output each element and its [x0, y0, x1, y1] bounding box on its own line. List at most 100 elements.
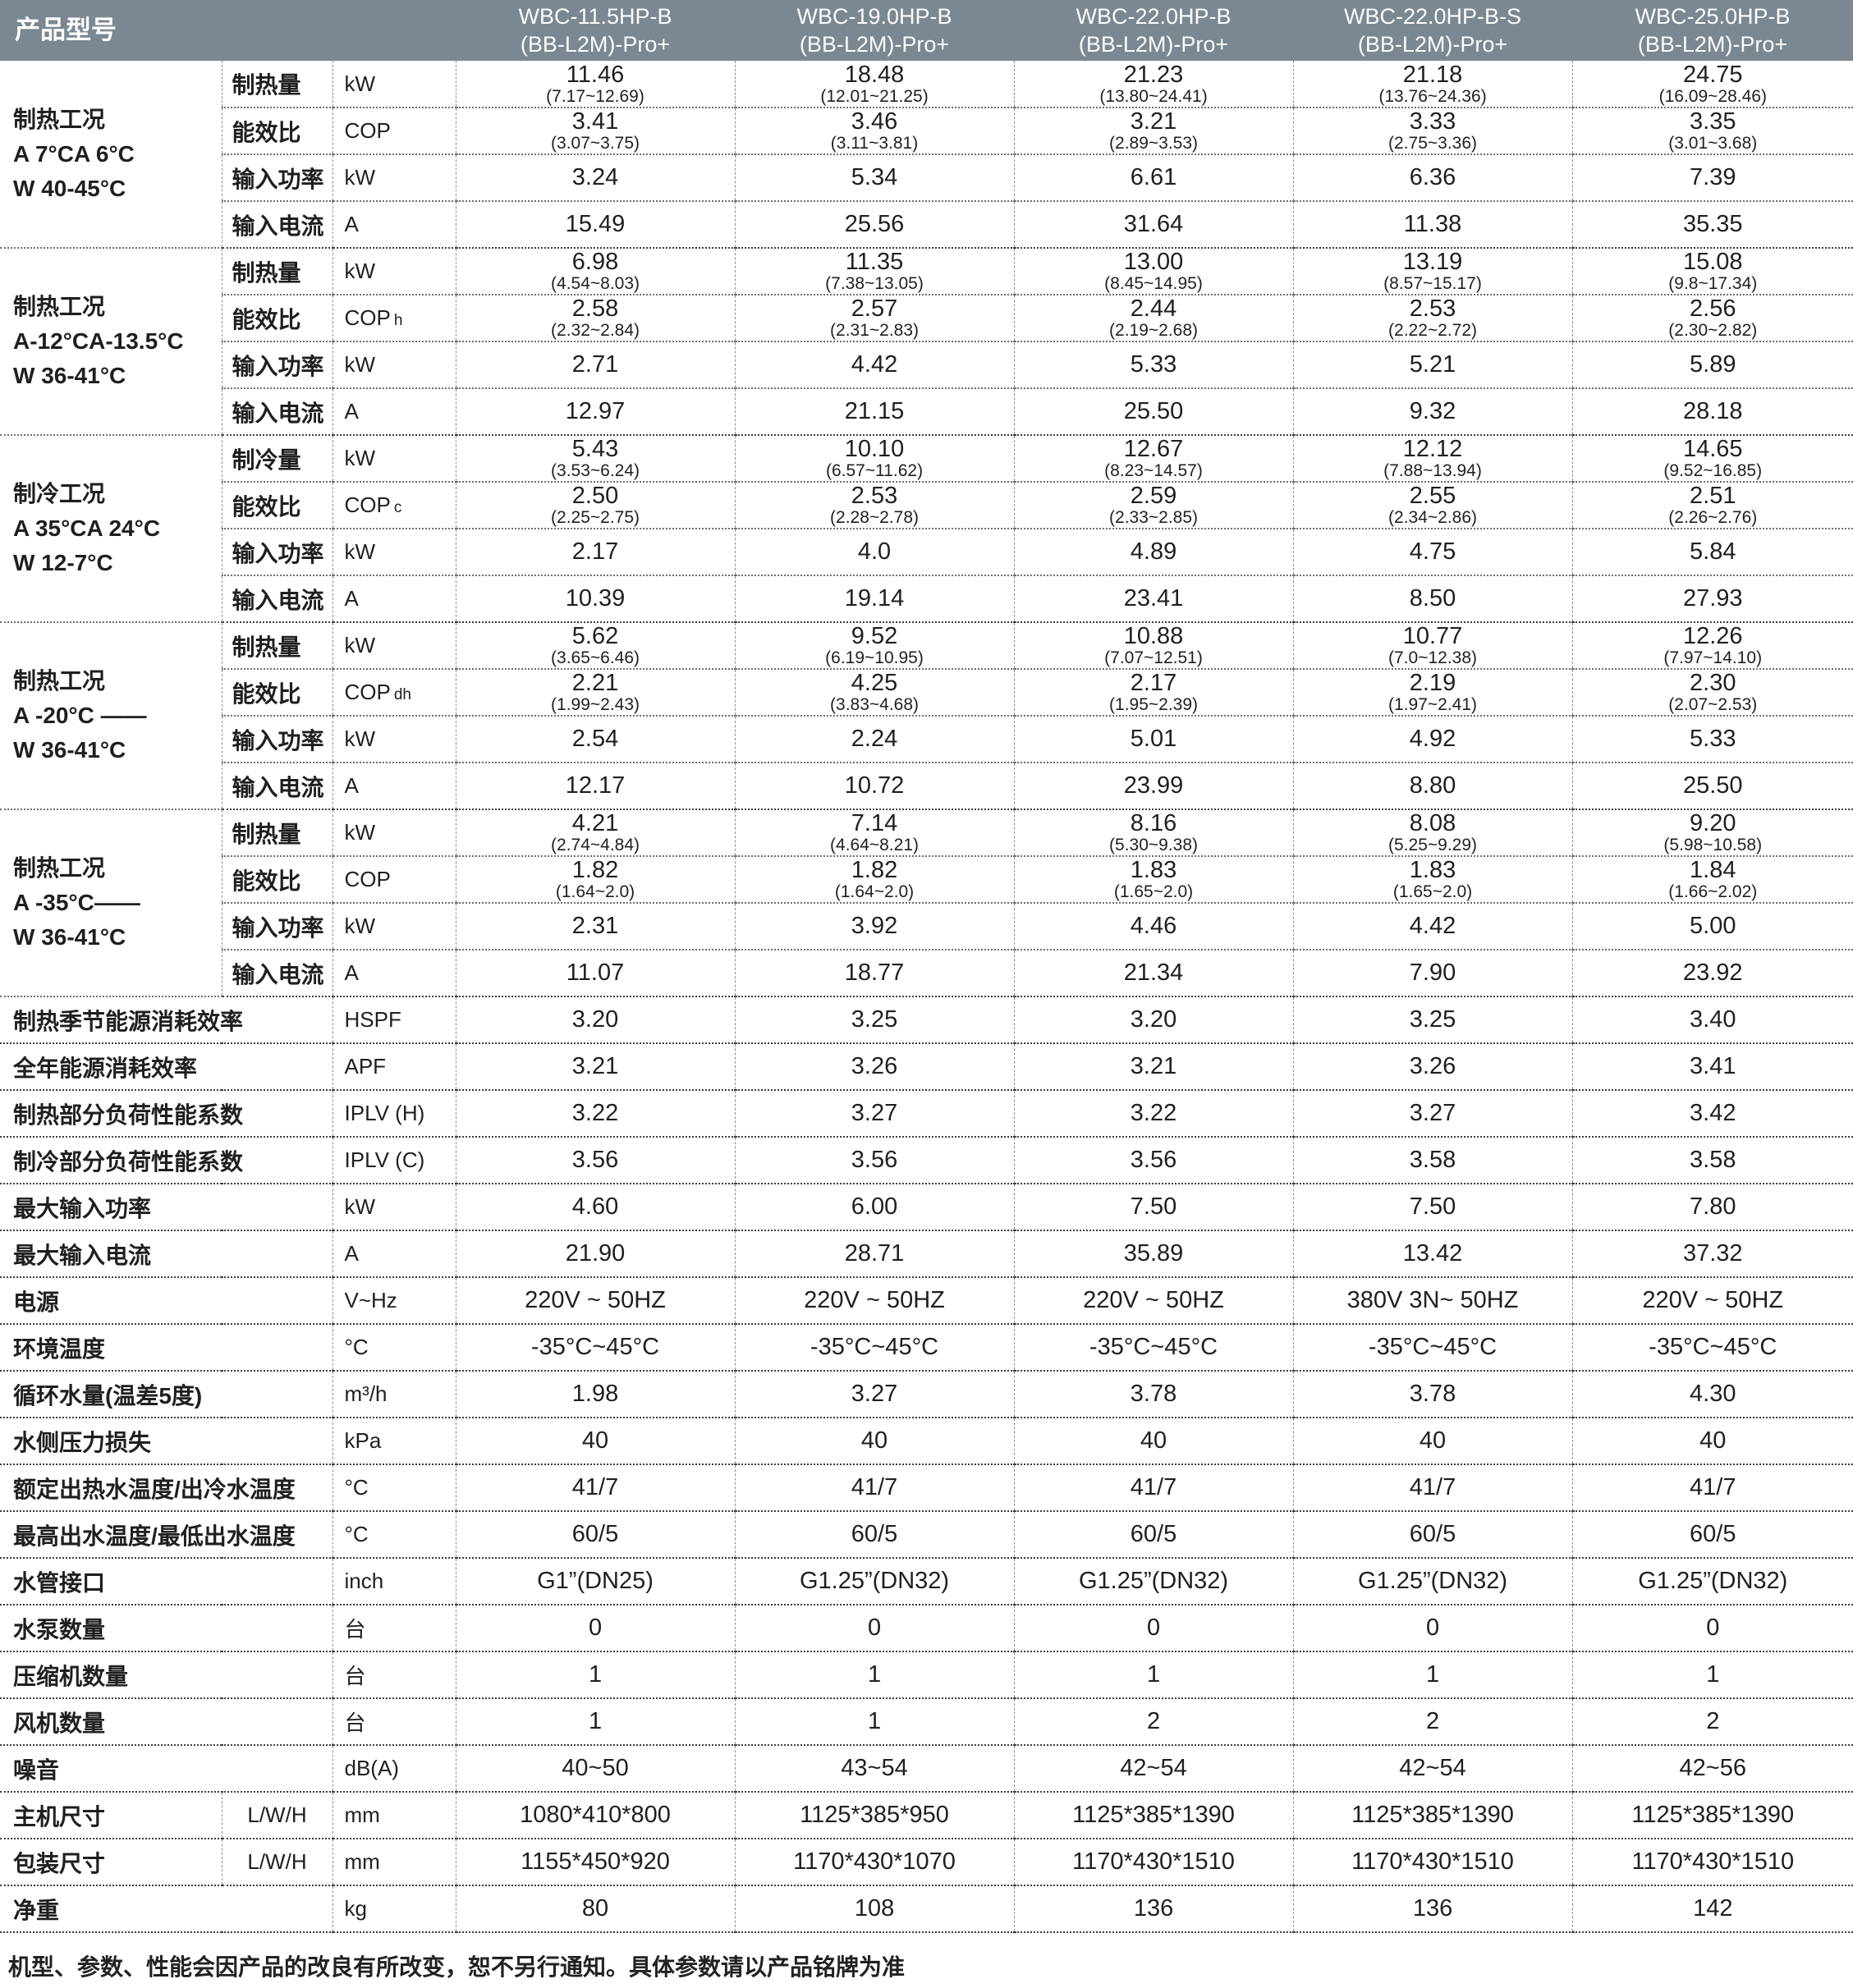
value-cell: 3.41 (3.07~3.75) [456, 108, 736, 155]
group-row: 输入电流 A 10.39 19.14 23.41 8.50 27.93 [0, 575, 1853, 623]
value-main: 3.78 [1130, 1381, 1177, 1407]
value-cell: 1080*410*800 [456, 1792, 736, 1839]
value-cell: 1.82 (1.64~2.0) [456, 856, 736, 904]
value-main: 25.50 [1123, 398, 1184, 424]
value-cell: 5.21 [1293, 341, 1573, 389]
value-cell: 3.20 [456, 996, 736, 1044]
value-cell: 3.21 (2.89~3.53) [1014, 108, 1294, 155]
value-main: 28.71 [844, 1240, 905, 1267]
spec-label-cell: 风机数量 [0, 1698, 333, 1746]
unit-cell: APF [333, 1043, 456, 1091]
value-cell: 60/5 [735, 1511, 1015, 1559]
unit-cell: m³/h [333, 1371, 456, 1418]
value-range: (1.99~2.43) [551, 695, 640, 714]
value-cell: 23.99 [1014, 763, 1294, 810]
value-range: (2.74~4.84) [551, 836, 640, 854]
spec-row: 环境温度 °C -35°C~45°C -35°C~45°C -35°C~45°C -35°… [0, 1324, 1853, 1372]
value-main: 12.67 [1123, 436, 1184, 462]
value-cell: 4.60 [456, 1184, 736, 1231]
value-cell: 10.77 (7.0~12.38) [1293, 622, 1573, 670]
value-main: 2.30 [1690, 670, 1736, 696]
value-range: (2.30~2.82) [1668, 321, 1758, 340]
value-main: 7.50 [1409, 1193, 1456, 1220]
value-cell: 19.14 [735, 575, 1015, 623]
value-main: 3.41 [571, 108, 619, 135]
spec-label-cell: 额定出热水温度/出冷水温度 [0, 1464, 333, 1512]
value-main: 2.54 [571, 726, 619, 752]
value-main: 3.56 [851, 1147, 898, 1173]
value-range: (7.07~12.51) [1104, 648, 1203, 667]
value-cell: 2.30 (2.07~2.53) [1572, 669, 1853, 717]
unit-cell: COP [333, 108, 456, 155]
unit-cell: COP dh [333, 669, 456, 717]
spec-label-cell: 循环水量(温差5度) [0, 1371, 333, 1418]
value-cell: 1.83 (1.65~2.0) [1293, 856, 1573, 904]
value-main: 23.99 [1123, 772, 1184, 799]
value-main: 10.72 [844, 772, 905, 799]
value-main: 380V 3N~ 50HZ [1346, 1287, 1519, 1313]
spec-row: 最大输入功率 kW 4.60 6.00 7.50 7.50 7.80 [0, 1184, 1853, 1231]
value-range: (2.19~2.68) [1109, 321, 1199, 340]
value-main: 13.19 [1402, 249, 1463, 275]
value-main: 136 [1412, 1895, 1453, 1922]
value-cell: 4.42 [1293, 903, 1573, 950]
value-main: 19.14 [844, 585, 905, 612]
attribute-cell: 输入功率 [222, 529, 333, 576]
value-main: 4.30 [1690, 1381, 1736, 1407]
spec-row: 循环水量(温差5度) m³/h 1.98 3.27 3.78 3.78 4.30 [0, 1371, 1853, 1418]
value-main: 108 [854, 1895, 895, 1922]
group-row: 能效比 COP 3.41 (3.07~3.75) 3.46 (3.11~3.81) 3.21… [0, 108, 1853, 155]
value-cell: 220V ~ 50HZ [456, 1277, 736, 1325]
spec-row: 制热季节能源消耗效率 HSPF 3.20 3.25 3.20 3.25 3.40 [0, 996, 1853, 1044]
value-main: 3.92 [851, 913, 898, 939]
value-main: 1 [867, 1661, 882, 1688]
value-cell: 18.77 [735, 950, 1015, 997]
value-cell: 380V 3N~ 50HZ [1293, 1277, 1573, 1325]
spec-row: 最大输入电流 A 21.90 28.71 35.89 13.42 37.32 [0, 1230, 1853, 1278]
value-cell: 5.62 (3.65~6.46) [456, 622, 736, 670]
value-main: 14.65 [1682, 436, 1743, 462]
value-cell: 3.24 [456, 154, 736, 202]
value-main: 41/7 [1409, 1474, 1456, 1500]
value-range: (2.32~2.84) [551, 321, 640, 340]
group-row: 制热工况 A 7°CA 6°C W 40-45°C 制热量 kW 11.46 (7.17~1… [0, 61, 1853, 249]
value-cell: 15.49 [456, 201, 736, 249]
value-main: 10.88 [1123, 623, 1184, 649]
value-range: (12.01~21.25) [820, 86, 929, 106]
value-range: (7.88~13.94) [1383, 461, 1482, 480]
value-main: 2.50 [571, 483, 619, 509]
value-cell: 3.25 [1293, 996, 1573, 1044]
value-cell: 4.92 [1293, 716, 1573, 763]
value-main: 3.42 [1690, 1100, 1736, 1126]
value-range: (1.64~2.0) [555, 882, 635, 901]
value-main: 10.77 [1402, 623, 1463, 649]
condition-line: A-12°CA-13.5°C [13, 328, 184, 354]
value-main: 2.19 [1409, 670, 1456, 696]
value-main: 10.10 [844, 436, 905, 462]
unit-cell: IPLV (H) [333, 1090, 456, 1138]
value-main: 2.44 [1130, 295, 1177, 322]
value-main: 12.12 [1402, 436, 1463, 462]
value-cell: 3.21 [456, 1043, 736, 1091]
group-row: 输入功率 kW 2.17 4.0 4.89 4.75 5.84 [0, 529, 1853, 576]
unit-cell: kW [333, 61, 456, 108]
group-row: 制冷工况 A 35°CA 24°C W 12-7°C 制冷量 kW 5.43 (3.53~6… [0, 435, 1853, 623]
value-main: 2.56 [1690, 295, 1736, 322]
value-main: 2.55 [1409, 483, 1456, 509]
value-main: 1170*430*1510 [1072, 1848, 1235, 1875]
value-cell: 4.46 [1014, 903, 1294, 950]
value-cell: 12.26 (7.97~14.10) [1572, 622, 1853, 670]
value-main: 4.0 [857, 538, 892, 565]
value-range: (2.22~2.72) [1388, 321, 1478, 340]
value-cell: 12.97 [456, 388, 736, 436]
value-main: 6.61 [1130, 164, 1177, 190]
value-main: 3.35 [1690, 108, 1736, 135]
value-range: (5.30~9.38) [1109, 836, 1199, 854]
value-main: 24.75 [1682, 61, 1743, 88]
value-main: 13.00 [1123, 249, 1184, 275]
value-main: 5.01 [1130, 726, 1177, 752]
value-cell: 3.25 [735, 996, 1015, 1044]
spec-label-cell: 包装尺寸 [0, 1839, 222, 1886]
spec-label-cell: 最大输入电流 [0, 1230, 333, 1278]
value-cell: 3.35 (3.01~3.68) [1572, 108, 1853, 155]
